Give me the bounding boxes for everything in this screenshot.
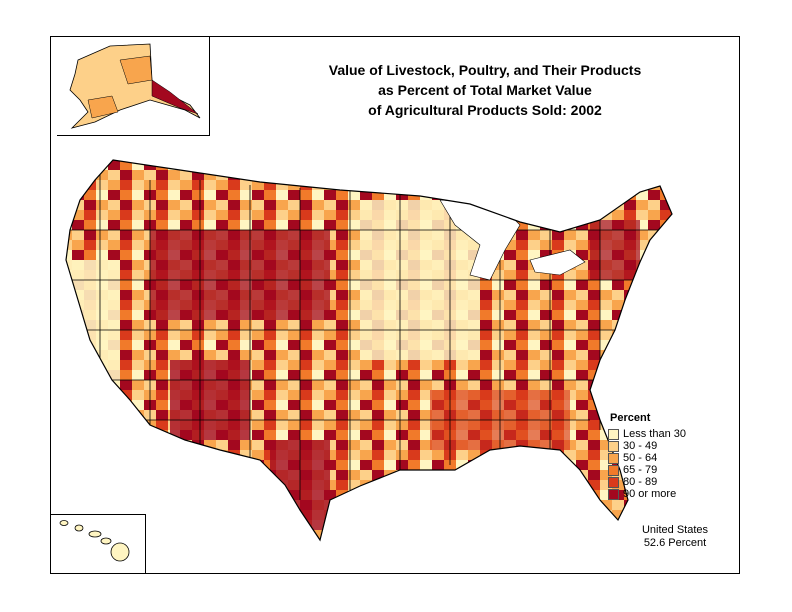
- hawaii-map: [59, 520, 130, 562]
- legend-label: 50 - 64: [623, 452, 658, 464]
- legend-swatch: [608, 428, 619, 440]
- legend-item: 30 - 49: [608, 440, 728, 452]
- legend-swatch: [608, 452, 619, 464]
- legend-label: Less than 30: [623, 428, 686, 440]
- legend-swatch: [608, 440, 619, 452]
- hawaii-inset-frame: [50, 514, 146, 574]
- summary-line-1: United States: [641, 524, 709, 536]
- alaska-map: [69, 43, 201, 129]
- legend: Percent Less than 30 30 - 49 50 - 64 65 …: [608, 412, 728, 500]
- us-outline: [65, 159, 673, 542]
- legend-swatch: [608, 476, 619, 488]
- legend-item: Less than 30: [608, 428, 728, 440]
- legend-label: 30 - 49: [623, 440, 658, 452]
- legend-title: Percent: [610, 412, 651, 424]
- title-line-1: Value of Livestock, Poultry, and Their P…: [328, 62, 642, 78]
- title-line-3: of Agricultural Products Sold: 2002: [368, 102, 602, 118]
- legend-label: 80 - 89: [623, 476, 658, 488]
- legend-label: 65 - 79: [623, 464, 658, 476]
- title-line-2: as Percent of Total Market Value: [378, 82, 592, 98]
- us-summary: United States 52.6 Percent: [630, 524, 720, 550]
- legend-item: 65 - 79: [608, 464, 728, 476]
- legend-item: 90 or more: [608, 488, 728, 500]
- summary-line-2: 52.6 Percent: [643, 537, 707, 549]
- alaska-inset-frame: [57, 36, 210, 136]
- map-frame: [50, 36, 740, 574]
- contiguous-us-map: [66, 160, 672, 540]
- legend-swatch: [608, 488, 619, 500]
- legend-item: 80 - 89: [608, 476, 728, 488]
- legend-label: 90 or more: [623, 488, 677, 500]
- legend-item: 50 - 64: [608, 452, 728, 464]
- map-title: Value of Livestock, Poultry, and Their P…: [280, 60, 690, 120]
- legend-swatch: [608, 464, 619, 476]
